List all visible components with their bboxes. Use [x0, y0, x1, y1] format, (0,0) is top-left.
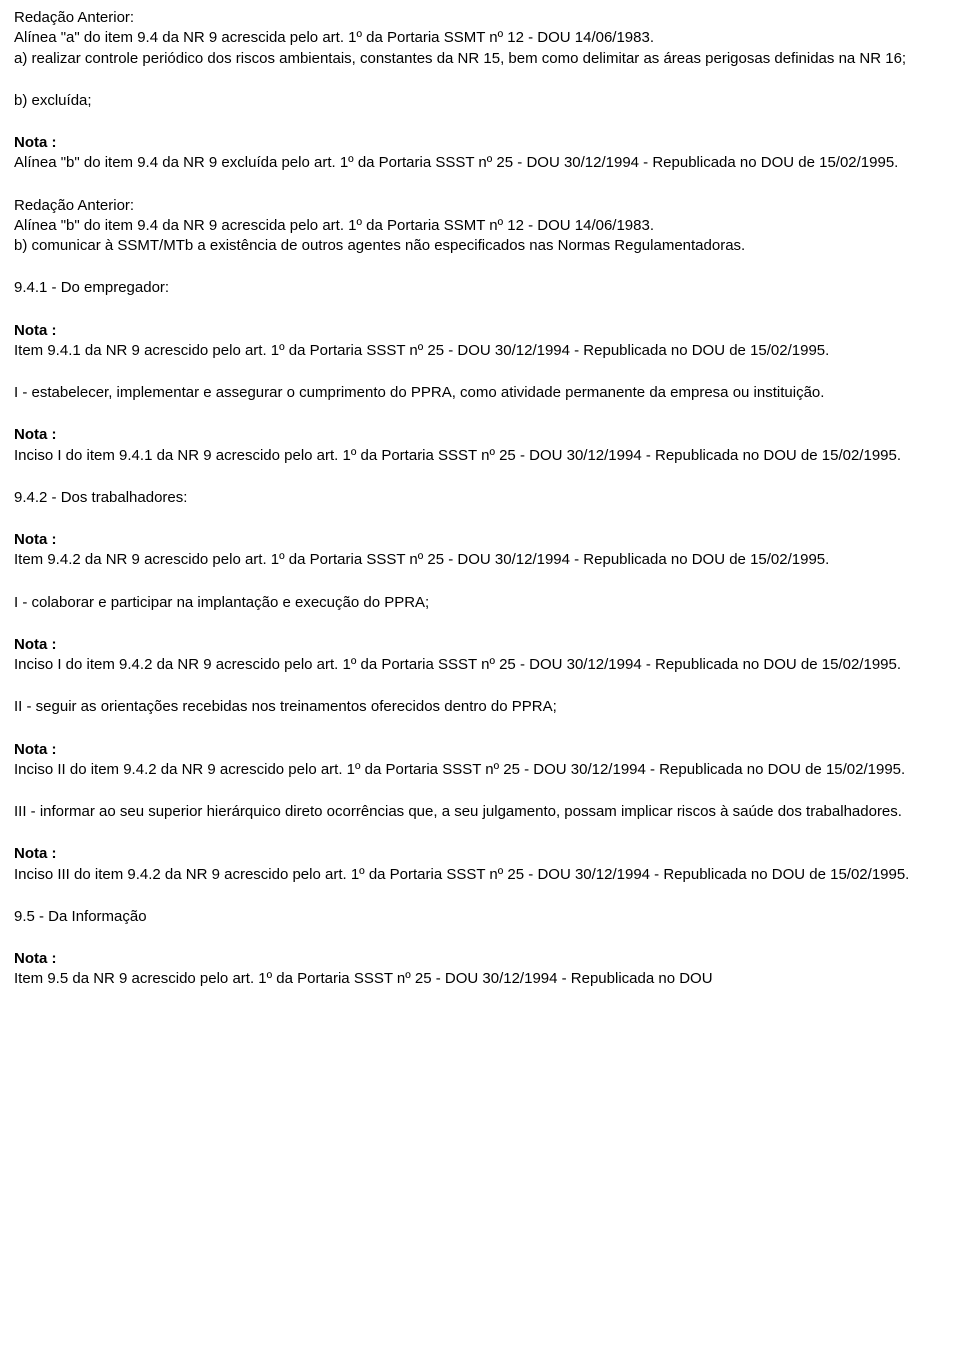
text-line: Alínea "a" do item 9.4 da NR 9 acrescida…: [14, 29, 654, 46]
text-line: Inciso II do item 9.4.2 da NR 9 acrescid…: [14, 761, 905, 778]
text-line: Redação Anterior:: [14, 9, 134, 26]
text-line: 9.5 - Da Informação: [14, 908, 147, 925]
paragraph-block: III - informar ao seu superior hierárqui…: [14, 802, 946, 822]
paragraph-block: 9.5 - Da Informação: [14, 907, 946, 927]
text-line: a) realizar controle periódico dos risco…: [14, 50, 906, 67]
paragraph-block: Nota : Item 9.4.2 da NR 9 acrescido pelo …: [14, 530, 946, 571]
paragraph-block: Nota : Inciso III do item 9.4.2 da NR 9 a…: [14, 844, 946, 885]
text-line: III - informar ao seu superior hierárqui…: [14, 803, 902, 820]
text-line: Item 9.5 da NR 9 acrescido pelo art. 1º …: [14, 970, 713, 987]
paragraph-block: Nota : Inciso II do item 9.4.2 da NR 9 ac…: [14, 740, 946, 781]
text-line: Inciso I do item 9.4.2 da NR 9 acrescido…: [14, 656, 901, 673]
text-line: Alínea "b" do item 9.4 da NR 9 acrescida…: [14, 217, 654, 234]
text-line: 9.4.2 - Dos trabalhadores:: [14, 489, 187, 506]
text-line: Nota :: [14, 322, 57, 339]
text-line: Redação Anterior:: [14, 197, 134, 214]
text-line: Nota :: [14, 741, 57, 758]
text-line: b) excluída;: [14, 92, 92, 109]
text-line: I - colaborar e participar na implantaçã…: [14, 594, 429, 611]
text-line: Inciso III do item 9.4.2 da NR 9 acresci…: [14, 866, 909, 883]
text-line: Item 9.4.1 da NR 9 acrescido pelo art. 1…: [14, 342, 829, 359]
paragraph-block: Redação Anterior: Alínea "b" do item 9.4 …: [14, 196, 946, 257]
text-line: b) comunicar à SSMT/MTb a existência de …: [14, 237, 745, 254]
paragraph-block: Nota : Alínea "b" do item 9.4 da NR 9 exc…: [14, 133, 946, 174]
text-line: Item 9.4.2 da NR 9 acrescido pelo art. 1…: [14, 551, 829, 568]
text-line: II - seguir as orientações recebidas nos…: [14, 698, 557, 715]
paragraph-block: Redação Anterior: Alínea "a" do item 9.4 …: [14, 8, 946, 69]
paragraph-block: Nota : Item 9.4.1 da NR 9 acrescido pelo …: [14, 321, 946, 362]
text-line: Nota :: [14, 134, 57, 151]
paragraph-block: II - seguir as orientações recebidas nos…: [14, 697, 946, 717]
text-line: Nota :: [14, 950, 57, 967]
text-line: Nota :: [14, 426, 57, 443]
paragraph-block: Nota : Inciso I do item 9.4.1 da NR 9 acr…: [14, 425, 946, 466]
text-line: Nota :: [14, 531, 57, 548]
text-line: Nota :: [14, 636, 57, 653]
text-line: Nota :: [14, 845, 57, 862]
text-line: I - estabelecer, implementar e assegurar…: [14, 384, 824, 401]
paragraph-block: I - estabelecer, implementar e assegurar…: [14, 383, 946, 403]
text-line: Alínea "b" do item 9.4 da NR 9 excluída …: [14, 154, 898, 171]
document-body: Redação Anterior: Alínea "a" do item 9.4 …: [14, 8, 946, 990]
text-line: 9.4.1 - Do empregador:: [14, 279, 169, 296]
paragraph-block: Nota : Inciso I do item 9.4.2 da NR 9 acr…: [14, 635, 946, 676]
paragraph-block: Nota : Item 9.5 da NR 9 acrescido pelo ar…: [14, 949, 946, 990]
paragraph-block: 9.4.2 - Dos trabalhadores:: [14, 488, 946, 508]
paragraph-block: 9.4.1 - Do empregador:: [14, 278, 946, 298]
paragraph-block: I - colaborar e participar na implantaçã…: [14, 593, 946, 613]
text-line: Inciso I do item 9.4.1 da NR 9 acrescido…: [14, 447, 901, 464]
paragraph-block: b) excluída;: [14, 91, 946, 111]
